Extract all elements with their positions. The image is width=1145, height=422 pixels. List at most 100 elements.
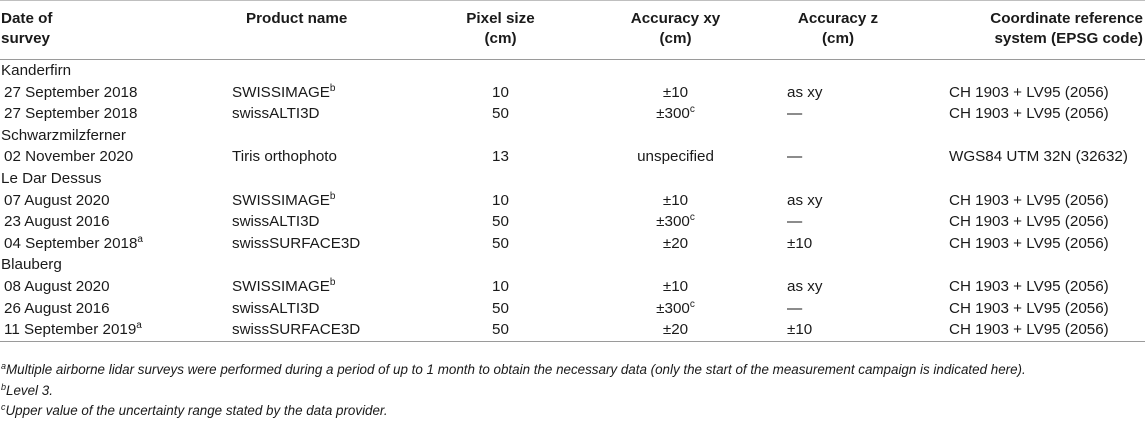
footnote: bLevel 3. bbox=[1, 381, 1141, 402]
cell-accuracy-xy-text: ±20 bbox=[662, 321, 689, 339]
cell-accuracy-z-text: ±10 bbox=[787, 234, 813, 252]
cell-pixel-size: 13 bbox=[403, 146, 598, 168]
cell-crs-text: CH 1903 + LV95 (2056) bbox=[949, 321, 1109, 339]
header-accuracy-z: Accuracy z (cm) bbox=[753, 0, 923, 60]
cell-accuracy-z: — bbox=[753, 211, 923, 233]
cell-accuracy-z: — bbox=[753, 146, 923, 168]
table-body: Kanderfirn 27 September 2018 SWISSIMAGEb 10… bbox=[0, 60, 1145, 342]
cell-accuracy-xy-text: ±300 bbox=[656, 105, 690, 123]
table-row: 04 September 2018a swissSURFACE3D 50 ±20 ±10… bbox=[0, 233, 1145, 255]
cell-pixel-size-text: 10 bbox=[492, 83, 509, 101]
cell-product-text: swissSURFACE3D bbox=[232, 321, 361, 339]
cell-accuracy-xy: ±300c bbox=[598, 103, 753, 125]
cell-accuracy-z: — bbox=[753, 298, 923, 320]
cell-pixel-size: 50 bbox=[403, 233, 598, 255]
cell-pixel-size: 10 bbox=[403, 82, 598, 104]
cell-accuracy-z: as xy bbox=[753, 82, 923, 104]
cell-accuracy-z-text: as xy bbox=[787, 277, 823, 295]
cell-crs-text: CH 1903 + LV95 (2056) bbox=[949, 191, 1109, 209]
cell-accuracy-xy-text: ±300 bbox=[656, 213, 690, 231]
cell-date-text: 26 August 2016 bbox=[4, 299, 110, 317]
table-row: 27 September 2018 SWISSIMAGEb 10 ±10 as xy CH… bbox=[0, 82, 1145, 104]
cell-date-text: 07 August 2020 bbox=[4, 191, 110, 209]
cell-accuracy-z-text: — bbox=[787, 299, 803, 317]
cell-product-text: Tiris orthophoto bbox=[232, 148, 337, 166]
cell-date: 02 November 2020 bbox=[0, 146, 228, 168]
footnote-mark: c bbox=[1, 402, 6, 412]
group-row: Blauberg bbox=[0, 254, 1145, 276]
cell-pixel-size-text: 13 bbox=[492, 148, 509, 166]
cell-product: SWISSIMAGEb bbox=[228, 276, 403, 298]
cell-crs-text: CH 1903 + LV95 (2056) bbox=[949, 234, 1109, 252]
footnote: aMultiple airborne lidar surveys were pe… bbox=[1, 360, 1141, 381]
cell-product-text: swissALTI3D bbox=[232, 213, 320, 231]
footnote-mark: a bbox=[1, 361, 7, 371]
cell-accuracy-xy-text: unspecified bbox=[637, 148, 714, 166]
header-product-name: Product name bbox=[228, 0, 403, 60]
cell-date: 27 September 2018 bbox=[0, 82, 228, 104]
footnote-marker: b bbox=[329, 190, 336, 202]
cell-accuracy-xy-text: ±10 bbox=[662, 191, 689, 209]
cell-date: 04 September 2018a bbox=[0, 233, 228, 255]
footnote-marker: b bbox=[329, 82, 336, 94]
footnote-text: Multiple airborne lidar surveys were per… bbox=[6, 362, 1026, 377]
cell-date-text: 02 November 2020 bbox=[4, 148, 134, 166]
cell-crs: CH 1903 + LV95 (2056) bbox=[923, 233, 1145, 255]
cell-product: Tiris orthophoto bbox=[228, 146, 403, 168]
cell-product-text: SWISSIMAGE bbox=[232, 191, 330, 209]
table-header: Date of survey Product name Pixel size (cm… bbox=[0, 0, 1145, 60]
cell-crs: CH 1903 + LV95 (2056) bbox=[923, 82, 1145, 104]
cell-pixel-size: 10 bbox=[403, 190, 598, 212]
cell-pixel-size: 50 bbox=[403, 319, 598, 342]
footnote-marker: c bbox=[689, 298, 695, 310]
cell-product: SWISSIMAGEb bbox=[228, 82, 403, 104]
cell-pixel-size-text: 50 bbox=[492, 299, 509, 317]
cell-accuracy-xy: ±300c bbox=[598, 298, 753, 320]
cell-product-text: swissSURFACE3D bbox=[232, 234, 361, 252]
header-coordinate-reference-system: Coordinate reference system (EPSG code) bbox=[923, 0, 1145, 60]
cell-product-text: SWISSIMAGE bbox=[232, 83, 330, 101]
cell-accuracy-z: ±10 bbox=[753, 233, 923, 255]
footnote-mark: b bbox=[1, 381, 7, 392]
cell-product-text: swissALTI3D bbox=[232, 299, 320, 317]
cell-date: 07 August 2020 bbox=[0, 190, 228, 212]
footnote-text: Level 3. bbox=[6, 382, 53, 398]
table-footnotes: aMultiple airborne lidar surveys were pe… bbox=[1, 360, 1141, 422]
table-row: 07 August 2020 SWISSIMAGEb 10 ±10 as xy CH 19… bbox=[0, 190, 1145, 212]
cell-crs: CH 1903 + LV95 (2056) bbox=[923, 298, 1145, 320]
cell-accuracy-z: as xy bbox=[753, 276, 923, 298]
table-row: 11 September 2019a swissSURFACE3D 50 ±20 ±10… bbox=[0, 319, 1145, 342]
footnote: cUpper value of the uncertainty range st… bbox=[1, 401, 1141, 422]
cell-date-text: 27 September 2018 bbox=[4, 105, 138, 123]
site-name: Kanderfirn bbox=[1, 62, 72, 79]
cell-pixel-size: 10 bbox=[403, 276, 598, 298]
cell-accuracy-z: ±10 bbox=[753, 319, 923, 342]
cell-accuracy-xy: unspecified bbox=[598, 146, 753, 168]
table-row: 26 August 2016 swissALTI3D 50 ±300c — CH 1903… bbox=[0, 298, 1145, 320]
footnote-marker: b bbox=[329, 276, 336, 288]
cell-accuracy-xy: ±10 bbox=[598, 190, 753, 212]
site-name: Blauberg bbox=[1, 256, 62, 274]
cell-accuracy-z: as xy bbox=[753, 190, 923, 212]
cell-crs: CH 1903 + LV95 (2056) bbox=[923, 211, 1145, 233]
header-pixel-size: Pixel size (cm) bbox=[403, 0, 598, 60]
cell-date: 11 September 2019a bbox=[0, 319, 228, 342]
cell-pixel-size: 50 bbox=[403, 298, 598, 320]
cell-accuracy-z-text: — bbox=[787, 213, 803, 231]
table-row: 27 September 2018 swissALTI3D 50 ±300c — CH 1… bbox=[0, 103, 1145, 125]
survey-data-table: Date of survey Product name Pixel size (cm… bbox=[0, 0, 1145, 342]
group-row: Schwarzmilzferner bbox=[0, 125, 1145, 147]
cell-pixel-size-text: 10 bbox=[492, 191, 509, 209]
footnote-marker: c bbox=[689, 212, 695, 224]
table-row: 02 November 2020 Tiris orthophoto 13 unspec… bbox=[0, 146, 1145, 168]
cell-product: swissALTI3D bbox=[228, 103, 403, 125]
group-row: Le Dar Dessus bbox=[0, 168, 1145, 190]
cell-accuracy-xy-text: ±10 bbox=[662, 83, 689, 101]
cell-accuracy-xy: ±20 bbox=[598, 233, 753, 255]
cell-accuracy-z-text: as xy bbox=[787, 83, 823, 101]
cell-product: swissSURFACE3D bbox=[228, 233, 403, 255]
cell-accuracy-z-text: — bbox=[787, 105, 803, 123]
cell-product: swissSURFACE3D bbox=[228, 319, 403, 342]
footnote-marker: a bbox=[136, 320, 142, 332]
